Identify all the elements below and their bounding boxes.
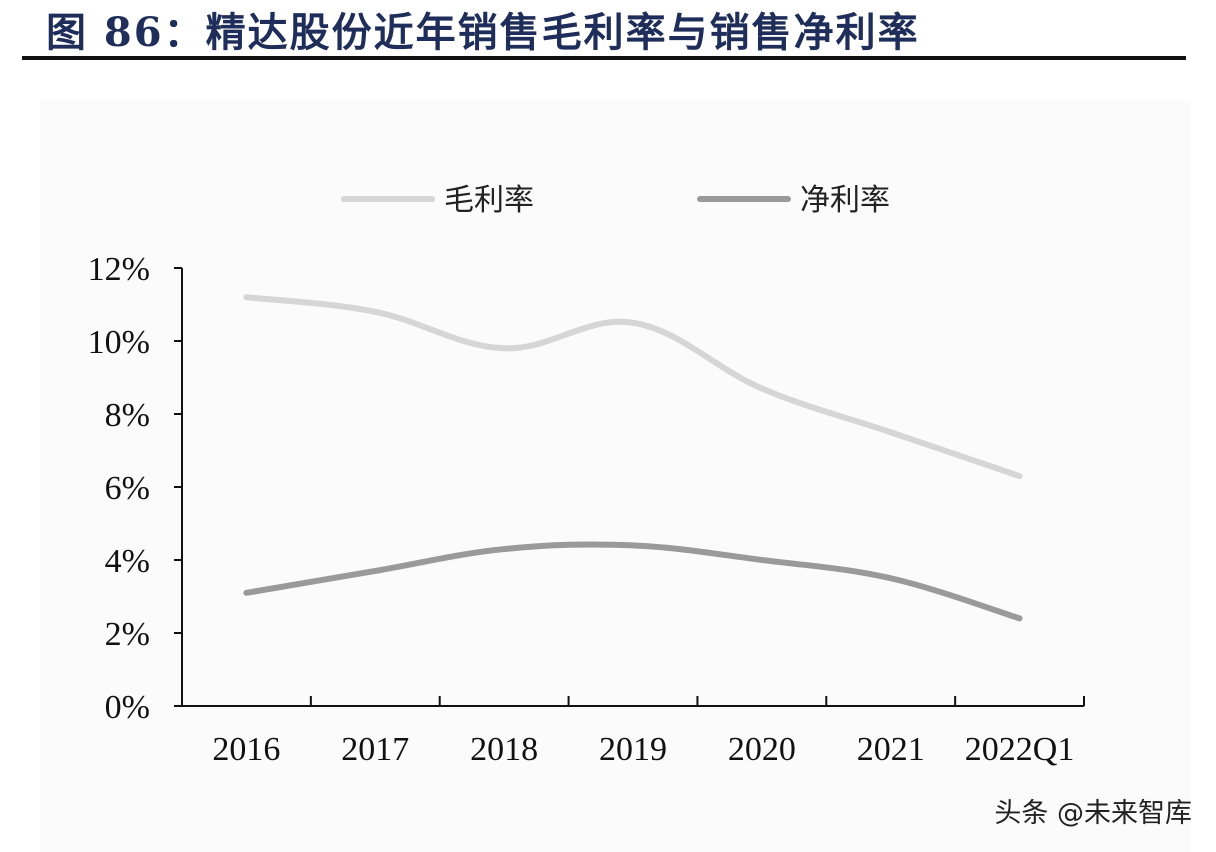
x-tick-label: 2019 [599, 731, 667, 768]
x-tick-label: 2020 [728, 731, 796, 768]
x-tick-label: 2021 [857, 731, 925, 768]
x-tick-label: 2016 [212, 731, 280, 768]
y-tick-label: 4% [105, 543, 150, 580]
chart-legend: 毛利率 净利率 [341, 183, 890, 218]
y-tick-label: 2% [105, 616, 150, 653]
series-line-1 [243, 294, 1023, 480]
y-tick-label: 10% [88, 324, 150, 361]
page-title: 图 86：精达股份近年销售毛利率与销售净利率 [46, 9, 920, 56]
legend-label-2: 净利率 [800, 183, 890, 218]
y-tick-label: 8% [105, 397, 150, 434]
chart-axes: 0% 2% 4% 6% 8% 10% 12% 2016 2017 2018 2019 2020 2021… [88, 251, 1085, 768]
y-tick-label: 6% [105, 470, 150, 507]
legend-label-1: 毛利率 [444, 183, 534, 218]
title-underline [22, 56, 1186, 60]
y-tick-label: 0% [105, 689, 150, 726]
x-tick-label: 2022Q1 [965, 731, 1075, 768]
chart-background [40, 100, 1190, 852]
chart-lines [243, 294, 1023, 622]
x-tick-label: 2018 [470, 731, 538, 768]
series-line-2 [243, 541, 1023, 622]
y-tick-label: 12% [88, 251, 150, 288]
x-tick-label: 2017 [341, 731, 409, 768]
source-watermark: 头条 @未来智库 [994, 798, 1192, 829]
